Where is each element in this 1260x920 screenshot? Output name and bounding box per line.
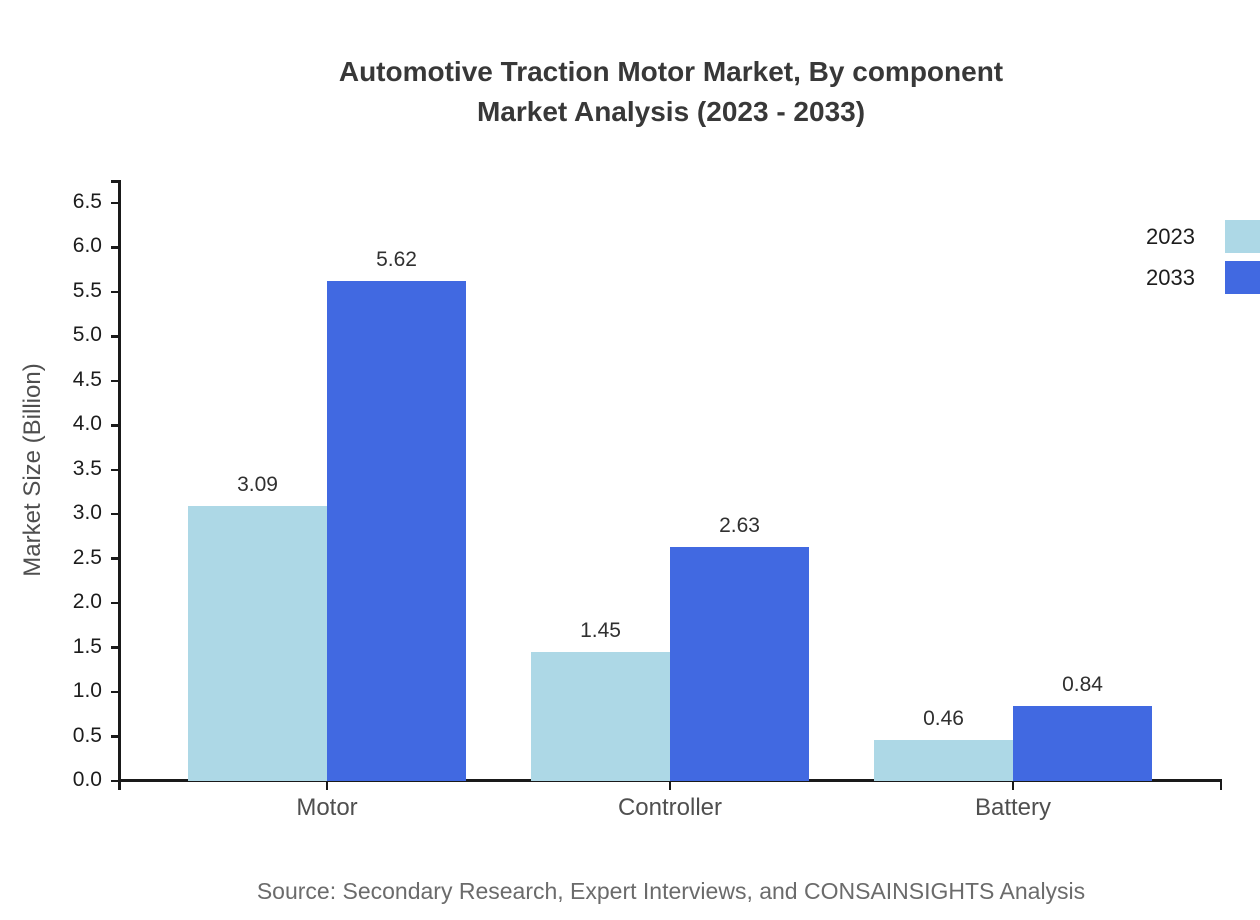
y-tick-mark — [111, 468, 120, 472]
y-tick-label: 4.0 — [72, 412, 102, 436]
y-tick-label: 5.0 — [72, 323, 102, 347]
value-label-2023-controller: 1.45 — [580, 619, 621, 643]
category-label-controller: Controller — [617, 794, 723, 821]
y-tick-mark — [111, 246, 120, 249]
legend-label-2033: 2033 — [1146, 264, 1195, 290]
value-label-2033-motor: 5.62 — [376, 248, 417, 272]
value-label-2023-motor: 3.09 — [237, 473, 278, 497]
chart-title: Automotive Traction Motor Market, By com… — [120, 52, 1222, 132]
x-axis-end-tick — [1219, 781, 1222, 790]
y-tick-label: 2.0 — [72, 590, 102, 614]
x-tick-mark — [668, 781, 672, 790]
y-tick-mark — [111, 779, 120, 783]
y-tick-label: 1.0 — [72, 679, 102, 703]
bar-2023-motor — [188, 506, 327, 781]
y-tick-label: 3.5 — [72, 456, 102, 480]
category-label-motor: Motor — [296, 794, 358, 821]
y-tick-label: 6.0 — [72, 234, 102, 258]
value-label-2033-controller: 2.63 — [719, 514, 760, 538]
category-label-battery: Battery — [974, 794, 1052, 821]
y-tick-mark — [111, 735, 120, 738]
y-tick-label: 4.5 — [72, 367, 102, 391]
y-axis-end-tick — [111, 180, 120, 183]
y-tick-mark — [111, 335, 120, 338]
y-tick-mark — [111, 557, 120, 560]
y-axis-line — [118, 180, 121, 790]
y-tick-mark — [111, 646, 120, 649]
chart-title-line1: Automotive Traction Motor Market, By com… — [338, 56, 1004, 87]
legend-item-2023: 2023 — [1146, 220, 1260, 253]
y-tick-mark — [111, 601, 120, 605]
source-note: Source: Secondary Research, Expert Inter… — [256, 878, 1086, 904]
value-label-2023-battery: 0.46 — [923, 707, 964, 731]
y-tick-label: 3.0 — [72, 501, 102, 525]
y-tick-label: 0.5 — [72, 723, 102, 747]
y-tick-mark — [111, 379, 120, 383]
y-tick-label: 1.5 — [72, 634, 102, 658]
bar-2033-motor — [327, 281, 466, 781]
y-tick-label: 6.5 — [72, 190, 102, 213]
bar-2033-controller — [670, 547, 809, 781]
chart-title-line2: Market Analysis (2023 - 2033) — [476, 96, 866, 127]
x-tick-mark — [325, 781, 329, 790]
y-tick-mark — [111, 690, 120, 694]
bar-2023-battery — [874, 740, 1013, 781]
y-tick-mark — [111, 290, 120, 294]
legend-swatch-2023 — [1225, 220, 1260, 253]
x-tick-mark — [1011, 781, 1015, 790]
y-tick-label: 5.5 — [72, 278, 102, 302]
legend-item-2033: 2033 — [1146, 261, 1260, 294]
bar-2033-battery — [1013, 706, 1152, 781]
y-tick-mark — [111, 424, 120, 427]
y-tick-label: 2.5 — [72, 545, 102, 569]
legend-swatch-2033 — [1225, 261, 1260, 294]
bar-2023-controller — [531, 652, 670, 781]
legend: 2023 2033 — [1146, 220, 1260, 302]
legend-label-2023: 2023 — [1146, 223, 1195, 249]
value-label-2033-battery: 0.84 — [1062, 673, 1103, 697]
y-tick-label: 0.0 — [72, 768, 102, 791]
y-tick-mark — [111, 201, 120, 205]
y-tick-mark — [111, 512, 120, 516]
